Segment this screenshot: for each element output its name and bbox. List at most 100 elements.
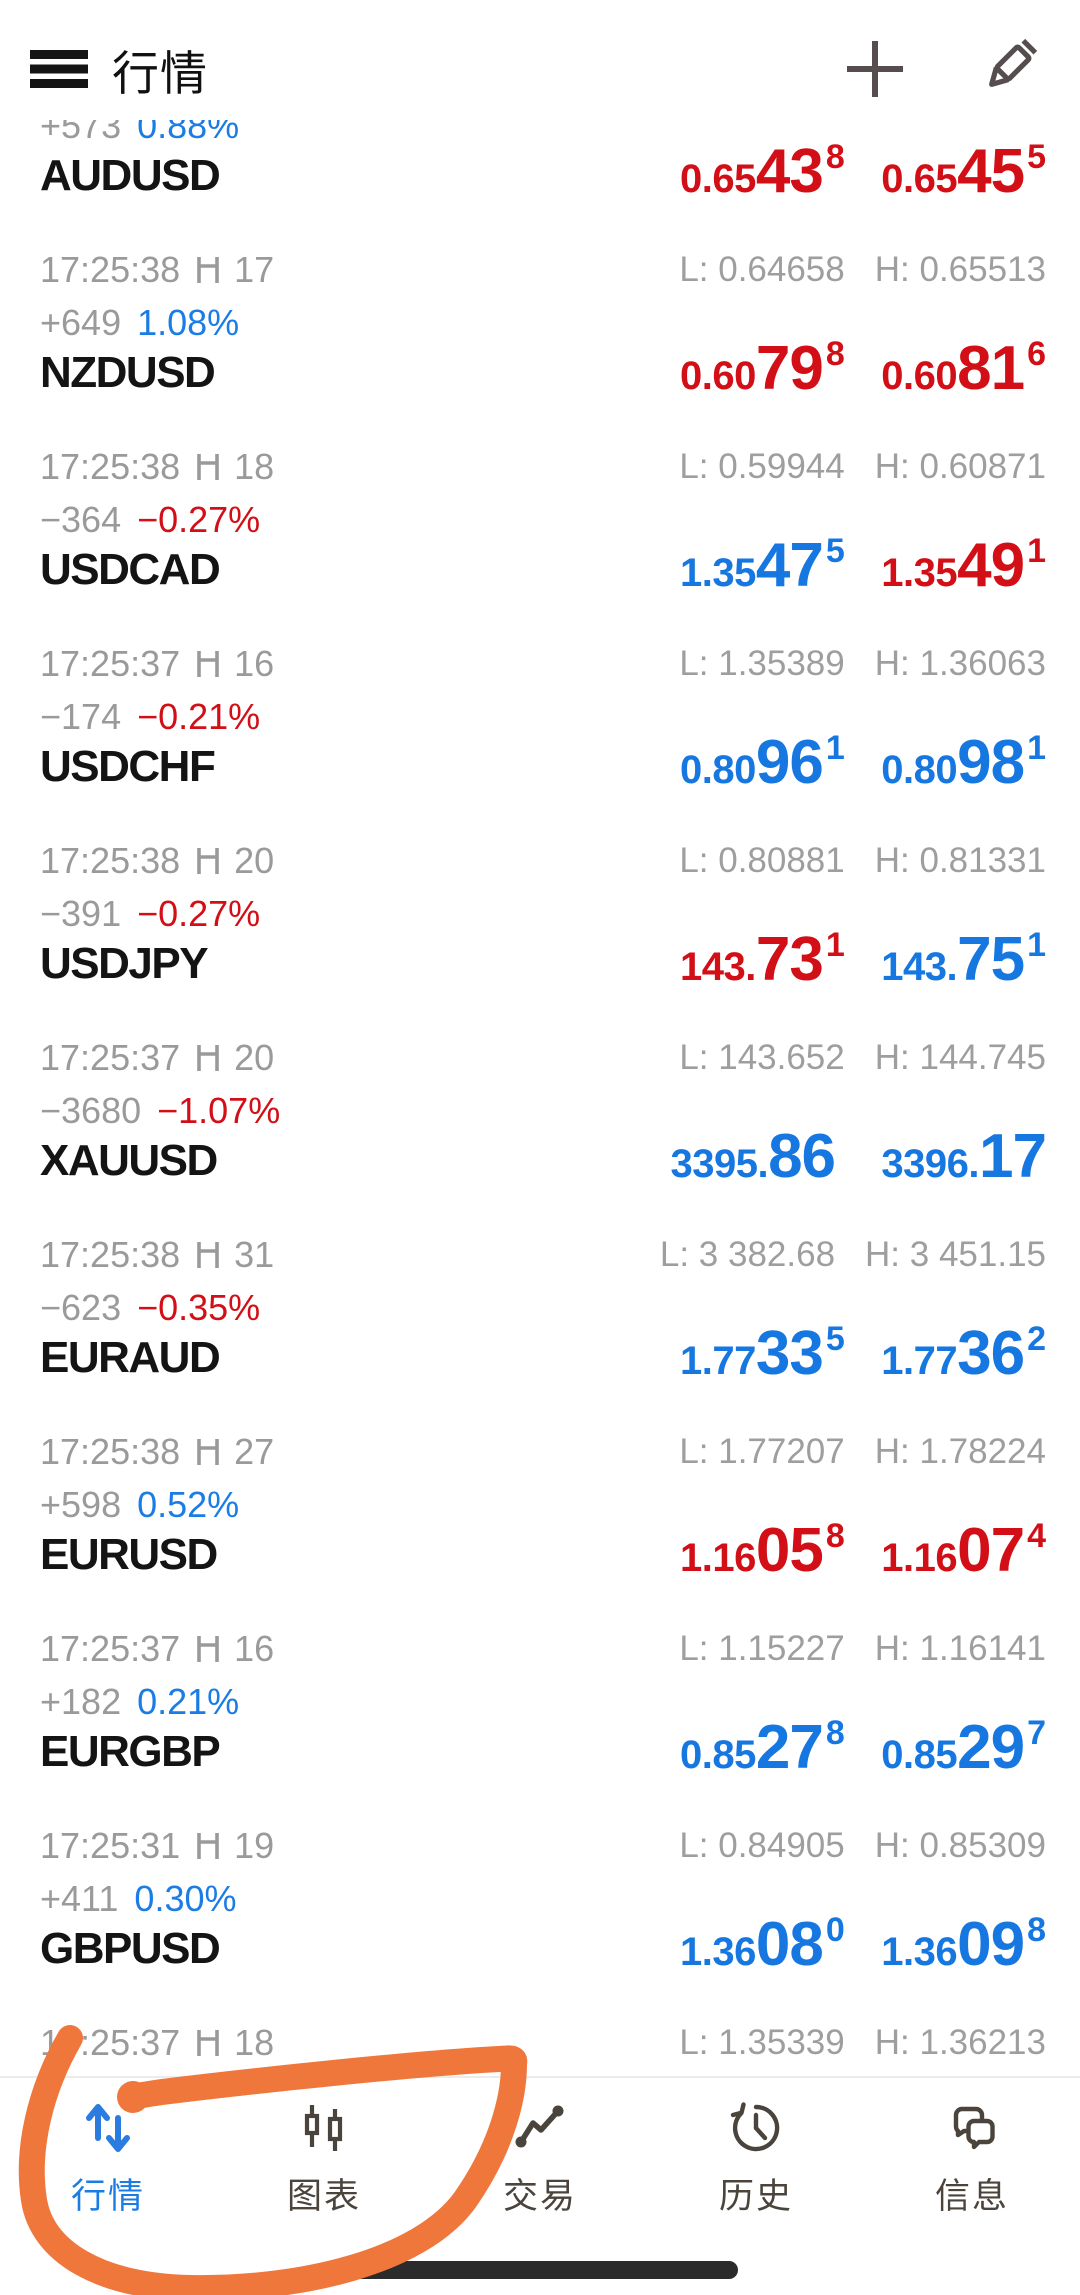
quote-row[interactable]: −391 −0.27% USDJPY 17:25:37 20 143.731 <box>0 884 1080 1081</box>
bid-price: 0.85278 <box>680 1713 845 1782</box>
spread-icon <box>197 651 219 677</box>
symbol-name: EURUSD <box>40 1530 218 1579</box>
change-line: +411 0.30% <box>40 1879 370 1919</box>
bid-price: 0.60798 <box>680 334 845 403</box>
change-points: −391 <box>40 893 122 934</box>
spread-icon <box>197 2030 219 2056</box>
bid-price: 143.731 <box>680 925 845 994</box>
quote-time-line: 17:25:38 31 <box>40 1235 370 1275</box>
day-low: L: 0.84905 <box>679 1826 845 1865</box>
spread-value: 18 <box>234 446 275 487</box>
spread-value: 31 <box>234 1234 275 1275</box>
quote-time-line: 17:25:38 18 <box>40 447 370 487</box>
home-indicator[interactable] <box>342 2261 738 2279</box>
quote-time-line: 17:25:37 16 <box>40 644 370 684</box>
ask-price: 1.35491 <box>881 531 1046 600</box>
quote-row-prices: 0.85278 L: 0.84905 0.85297 H: 0.85309 <box>679 1672 1046 1869</box>
spread-icon <box>197 1636 219 1662</box>
spread-value: 18 <box>234 2022 275 2063</box>
change-points: −174 <box>40 696 122 737</box>
tab-messages-label: 信息 <box>934 2177 1009 2216</box>
bid-column: 0.80961 L: 0.80881 <box>679 687 844 884</box>
symbol-name: NZDUSD <box>40 348 216 397</box>
day-low: L: 0.80881 <box>679 841 845 880</box>
quote-row[interactable]: +411 0.30% GBPUSD 17:25:37 18 1.36080 <box>0 1869 1080 2066</box>
quote-row[interactable]: −3680 −1.07% XAUUSD 17:25:38 31 3395.86 <box>0 1081 1080 1278</box>
quote-row[interactable]: +182 0.21% EURGBP 17:25:31 19 0.85278 <box>0 1672 1080 1869</box>
spread-value: 16 <box>234 643 275 684</box>
quote-row[interactable]: −364 −0.27% USDCAD 17:25:37 16 1.35475 <box>0 490 1080 687</box>
day-high: H: 0.65513 <box>874 250 1046 289</box>
quote-row-prices: 0.80961 L: 0.80881 0.80981 H: 0.81331 <box>679 687 1046 884</box>
tab-history[interactable]: 历史 <box>648 2100 864 2295</box>
hamburger-menu-icon[interactable] <box>30 49 88 89</box>
change-line: −364 −0.27% <box>40 500 370 540</box>
quote-time: 17:25:37 <box>40 2022 181 2063</box>
symbol-name: EURGBP <box>40 1727 221 1776</box>
quote-row-left: −623 −0.35% EURAUD 17:25:38 27 <box>40 1278 370 1475</box>
symbol-name: EURAUD <box>40 1333 221 1382</box>
quote-row-left: −174 −0.21% USDCHF 17:25:38 20 <box>40 687 370 884</box>
quote-row[interactable]: +649 1.08% NZDUSD 17:25:38 18 0.60798 <box>0 293 1080 490</box>
ask-price: 3396.17 <box>881 1122 1047 1191</box>
quote-row-left: +182 0.21% EURGBP 17:25:31 19 <box>40 1672 370 1869</box>
quote-row-left: −391 −0.27% USDJPY 17:25:37 20 <box>40 884 370 1081</box>
quote-time: 17:25:38 <box>40 446 181 487</box>
candlestick-chart-icon <box>298 2100 350 2156</box>
change-percent: 0.52% <box>137 1484 240 1525</box>
messages-bubbles-icon <box>946 2100 998 2156</box>
quote-row-prices: 1.35475 L: 1.35389 1.35491 H: 1.36063 <box>679 490 1046 687</box>
symbol-name: XAUUSD <box>40 1136 218 1185</box>
bid-price: 1.35475 <box>680 531 845 600</box>
change-percent: 0.30% <box>134 1878 237 1919</box>
quote-time: 17:25:31 <box>40 1825 181 1866</box>
edit-symbols-button[interactable] <box>972 34 1042 104</box>
change-percent: −0.35% <box>137 1287 261 1328</box>
spread-icon <box>197 1439 219 1465</box>
day-high: H: 1.16141 <box>874 1629 1046 1668</box>
day-low: L: 1.35339 <box>679 2023 845 2062</box>
spread-value: 16 <box>234 1628 275 1669</box>
history-clock-icon <box>730 2100 782 2156</box>
spread-icon <box>197 848 219 874</box>
quote-time-line: 17:25:37 18 <box>40 2023 370 2063</box>
quote-time-line: 17:25:37 16 <box>40 1629 370 1669</box>
ask-price: 0.65455 <box>881 137 1046 206</box>
quote-time-line: 17:25:38 20 <box>40 841 370 881</box>
change-line: −391 −0.27% <box>40 894 370 934</box>
quote-row[interactable]: +573 0.88% AUDUSD 17:25:38 17 0.65438 <box>0 96 1080 293</box>
quote-row[interactable]: +598 0.52% EURUSD 17:25:37 16 1.16058 <box>0 1475 1080 1672</box>
day-high: H: 0.60871 <box>874 447 1046 486</box>
change-line: +182 0.21% <box>40 1682 370 1722</box>
ask-column: 0.60816 H: 0.60871 <box>875 293 1046 490</box>
bid-price: 1.36080 <box>680 1910 845 1979</box>
day-low: L: 3 382.68 <box>659 1235 836 1274</box>
quote-row-left: +649 1.08% NZDUSD 17:25:38 18 <box>40 293 370 490</box>
quote-time-line: 17:25:31 19 <box>40 1826 370 1866</box>
ask-column: 0.85297 H: 0.85309 <box>875 1672 1046 1869</box>
quote-row[interactable]: −174 −0.21% USDCHF 17:25:38 20 0.80961 <box>0 687 1080 884</box>
quote-row-left: −364 −0.27% USDCAD 17:25:37 16 <box>40 490 370 687</box>
quote-row-left: +573 0.88% AUDUSD 17:25:38 17 <box>40 96 370 293</box>
tab-messages[interactable]: 信息 <box>864 2100 1080 2295</box>
ask-column: 1.77362 H: 1.78224 <box>875 1278 1046 1475</box>
change-line: +598 0.52% <box>40 1485 370 1525</box>
change-line: −623 −0.35% <box>40 1288 370 1328</box>
add-symbol-button[interactable] <box>840 34 910 104</box>
spread-icon <box>197 1242 219 1268</box>
plus-icon <box>847 41 903 97</box>
ask-column: 143.751 H: 144.745 <box>875 884 1046 1081</box>
quote-time: 17:25:38 <box>40 1234 181 1275</box>
quote-row-left: −3680 −1.07% XAUUSD 17:25:38 31 <box>40 1081 370 1278</box>
quote-time-line: 17:25:37 20 <box>40 1038 370 1078</box>
symbol-name: USDCHF <box>40 742 216 791</box>
quote-time: 17:25:37 <box>40 643 181 684</box>
trade-trend-icon <box>514 2100 566 2156</box>
tab-history-label: 历史 <box>718 2177 793 2216</box>
quote-time-line: 17:25:38 27 <box>40 1432 370 1472</box>
symbol-name: USDJPY <box>40 939 209 988</box>
quote-row-prices: 1.16058 L: 1.15227 1.16074 H: 1.16141 <box>679 1475 1046 1672</box>
quote-row[interactable]: −623 −0.35% EURAUD 17:25:38 27 1.77335 <box>0 1278 1080 1475</box>
quote-row-prices: 1.77335 L: 1.77207 1.77362 H: 1.78224 <box>679 1278 1046 1475</box>
tab-quotes[interactable]: 行情 <box>0 2100 216 2295</box>
